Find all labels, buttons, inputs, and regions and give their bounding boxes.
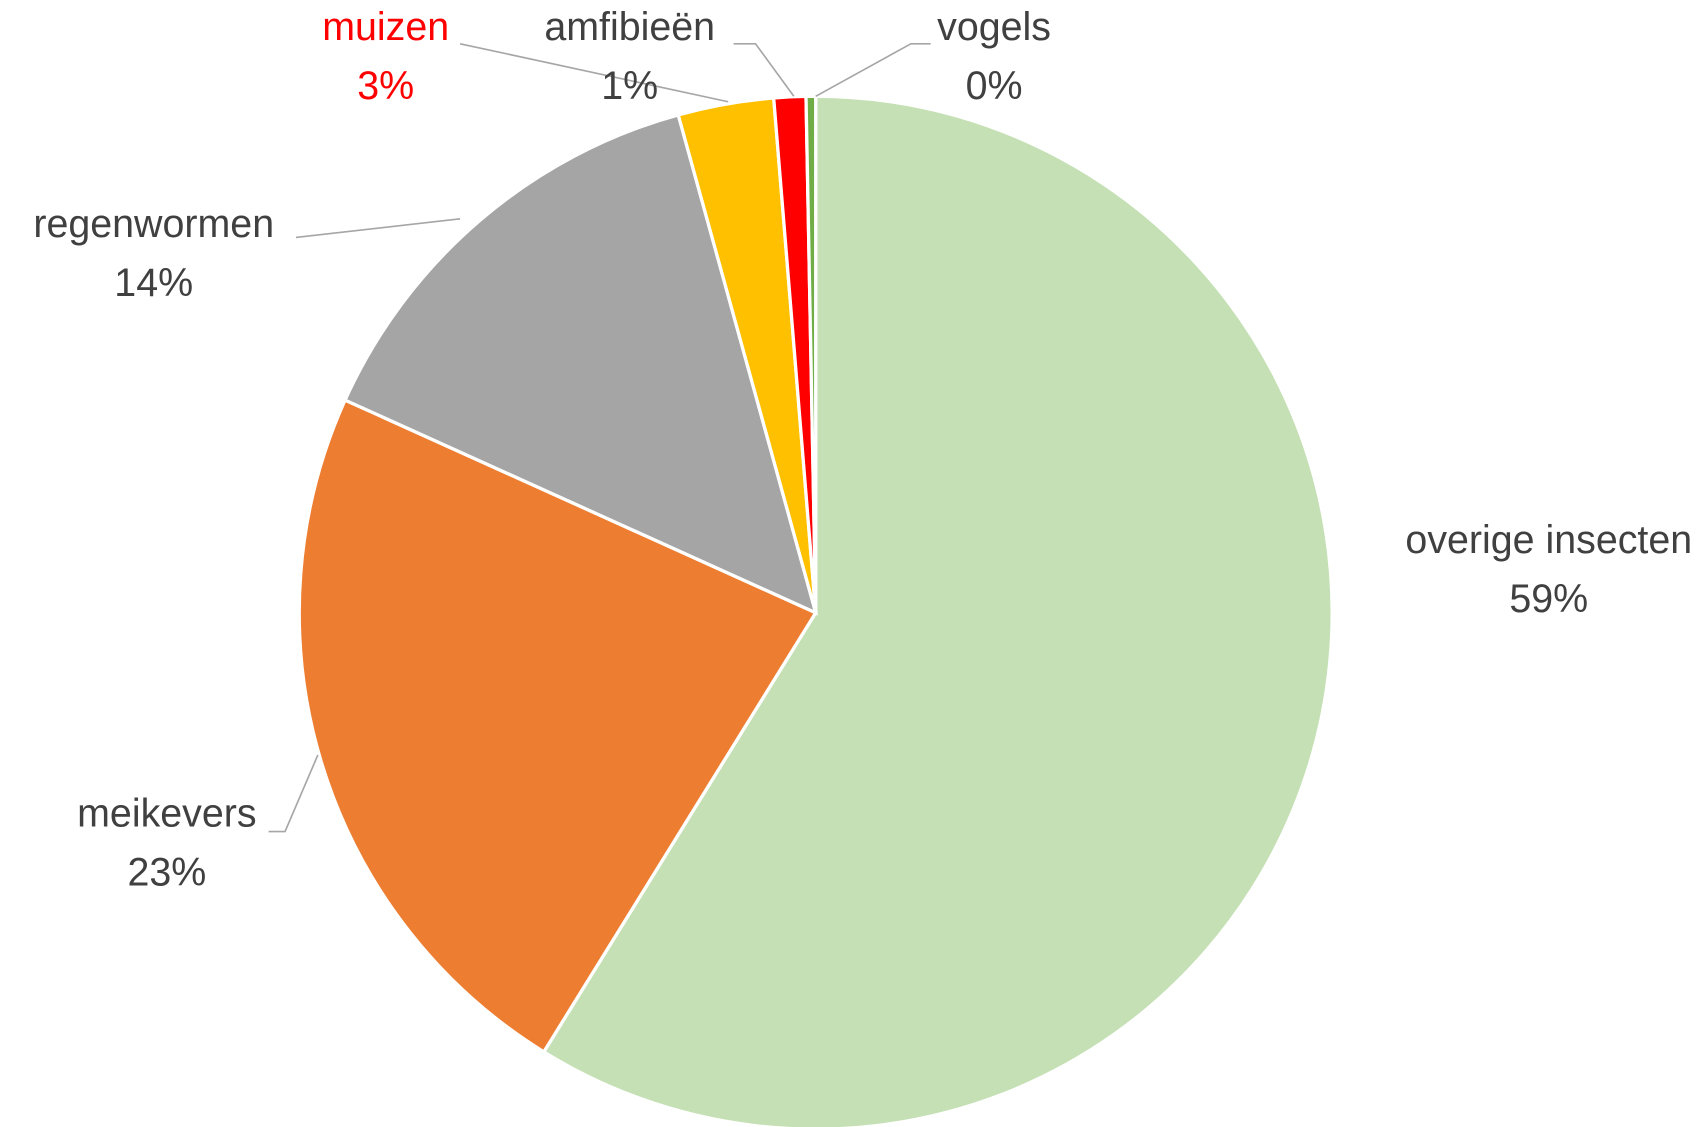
slice-label: amfibieën <box>544 5 715 49</box>
leader-line <box>815 42 931 98</box>
slice-label: vogels <box>937 5 1051 49</box>
slice-label: regenwormen <box>33 202 274 246</box>
leader-line <box>459 42 729 103</box>
slice-value-label: 0% <box>966 64 1023 108</box>
pie-slice <box>297 397 819 1055</box>
slice-label: overige insecten <box>1405 518 1692 562</box>
slice-value-label: 3% <box>357 64 414 108</box>
pie-slice <box>804 94 818 613</box>
leader-line <box>268 754 319 833</box>
slice-value-label: 59% <box>1509 577 1588 621</box>
pie-slice <box>342 112 819 616</box>
slice-label: muizen <box>322 5 449 49</box>
leader-line <box>733 42 795 97</box>
pie-slice <box>541 94 1334 1127</box>
leader-line <box>295 218 461 239</box>
slice-value-label: 1% <box>601 64 658 108</box>
slice-value-label: 14% <box>114 261 193 305</box>
slice-label: meikevers <box>77 792 256 836</box>
slice-value-label: 23% <box>127 851 206 895</box>
